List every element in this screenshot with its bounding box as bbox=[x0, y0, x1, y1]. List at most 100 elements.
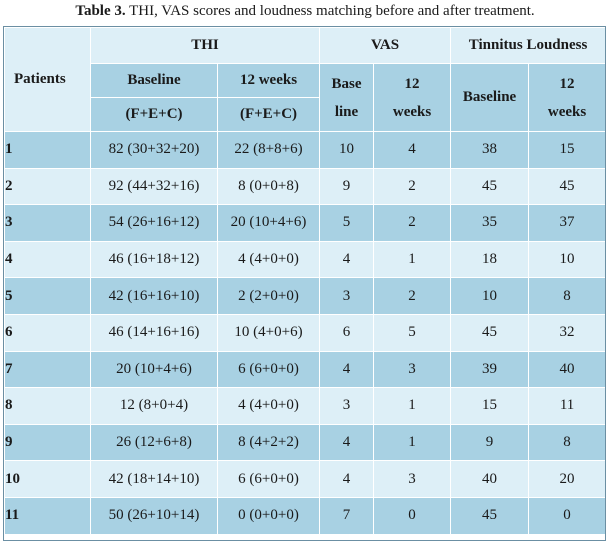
cell-vas-12weeks: 3 bbox=[373, 350, 452, 389]
results-table: Patients THI VAS Tinnitus Loudness Basel… bbox=[4, 27, 607, 535]
cell-thi-12weeks: 2 (2+0+0) bbox=[216, 277, 321, 315]
header-vas-12weeks-line1: 12 bbox=[404, 75, 420, 92]
cell-thi-baseline: 26 (12+6+8) bbox=[90, 423, 218, 462]
cell-vas-baseline: 10 bbox=[319, 131, 375, 169]
cell-loudness-12weeks: 8 bbox=[528, 277, 607, 315]
header-group-vas: VAS bbox=[319, 27, 452, 64]
cell-patient-id: 1 bbox=[4, 131, 91, 169]
cell-thi-12weeks: 8 (0+0+8) bbox=[216, 167, 321, 206]
cell-thi-baseline: 12 (8+0+4) bbox=[90, 387, 218, 425]
cell-thi-baseline: 42 (16+16+10) bbox=[90, 277, 218, 315]
header-loudness-12weeks-line2: weeks bbox=[547, 103, 587, 120]
cell-thi-12weeks: 20 (10+4+6) bbox=[216, 204, 321, 242]
cell-thi-12weeks: 4 (4+0+0) bbox=[216, 240, 321, 279]
table-caption-label: Table 3. bbox=[75, 3, 126, 19]
cell-thi-12weeks: 8 (4+2+2) bbox=[216, 423, 321, 462]
cell-vas-baseline: 6 bbox=[319, 313, 375, 352]
cell-vas-12weeks: 5 bbox=[373, 313, 452, 352]
cell-thi-baseline: 42 (18+14+10) bbox=[90, 460, 218, 498]
cell-vas-12weeks: 2 bbox=[373, 167, 452, 206]
cell-thi-12weeks: 22 (8+8+6) bbox=[216, 131, 321, 169]
cell-loudness-baseline: 9 bbox=[450, 423, 530, 462]
cell-vas-baseline: 4 bbox=[319, 350, 375, 389]
cell-vas-baseline: 5 bbox=[319, 204, 375, 242]
cell-vas-baseline: 3 bbox=[319, 277, 375, 315]
cell-loudness-baseline: 45 bbox=[450, 496, 530, 535]
header-vas-12weeks-line2: weeks bbox=[392, 103, 432, 120]
cell-thi-baseline: 82 (30+32+20) bbox=[90, 131, 218, 169]
cell-loudness-baseline: 45 bbox=[450, 313, 530, 352]
cell-loudness-baseline: 40 bbox=[450, 460, 530, 498]
cell-patient-id: 9 bbox=[4, 423, 91, 462]
header-vas-12weeks: 12 weeks bbox=[373, 63, 452, 132]
cell-thi-baseline: 20 (10+4+6) bbox=[90, 350, 218, 389]
header-thi-baseline: Baseline bbox=[90, 63, 218, 98]
table-row: 7 20 (10+4+6) 6 (6+0+0) 4 3 39 40 bbox=[4, 350, 607, 389]
table-row: 6 46 (14+16+16) 10 (4+0+6) 6 5 45 32 bbox=[4, 313, 607, 352]
cell-patient-id: 3 bbox=[4, 204, 91, 242]
cell-vas-baseline: 4 bbox=[319, 460, 375, 498]
cell-patient-id: 5 bbox=[4, 277, 91, 315]
table-row: 8 12 (8+0+4) 4 (4+0+0) 3 1 15 11 bbox=[4, 387, 607, 425]
cell-patient-id: 10 bbox=[4, 460, 91, 498]
table-row: 5 42 (16+16+10) 2 (2+0+0) 3 2 10 8 bbox=[4, 277, 607, 315]
cell-thi-12weeks: 6 (6+0+0) bbox=[216, 350, 321, 389]
table-row: 1 82 (30+32+20) 22 (8+8+6) 10 4 38 15 bbox=[4, 131, 607, 169]
header-patients: Patients bbox=[4, 27, 91, 132]
cell-thi-baseline: 46 (14+16+16) bbox=[90, 313, 218, 352]
cell-loudness-baseline: 39 bbox=[450, 350, 530, 389]
cell-patient-id: 2 bbox=[4, 167, 91, 206]
table-row: 2 92 (44+32+16) 8 (0+0+8) 9 2 45 45 bbox=[4, 167, 607, 206]
cell-vas-12weeks: 4 bbox=[373, 131, 452, 169]
cell-loudness-12weeks: 0 bbox=[528, 496, 607, 535]
cell-loudness-baseline: 38 bbox=[450, 131, 530, 169]
cell-thi-baseline: 50 (26+10+14) bbox=[90, 496, 218, 535]
header-group-loudness: Tinnitus Loudness bbox=[450, 27, 607, 64]
cell-loudness-baseline: 35 bbox=[450, 204, 530, 242]
cell-loudness-12weeks: 45 bbox=[528, 167, 607, 206]
cell-vas-12weeks: 1 bbox=[373, 240, 452, 279]
cell-vas-12weeks: 1 bbox=[373, 387, 452, 425]
cell-vas-baseline: 4 bbox=[319, 423, 375, 462]
header-thi-12weeks: 12 weeks bbox=[216, 63, 321, 98]
table-caption: Table 3. THI, VAS scores and loudness ma… bbox=[0, 0, 610, 24]
table-row: 10 42 (18+14+10) 6 (6+0+0) 4 3 40 20 bbox=[4, 460, 607, 498]
cell-vas-12weeks: 2 bbox=[373, 204, 452, 242]
table-body: 1 82 (30+32+20) 22 (8+8+6) 10 4 38 15 2 92 (44+3… bbox=[4, 131, 607, 535]
cell-loudness-baseline: 18 bbox=[450, 240, 530, 279]
cell-loudness-baseline: 15 bbox=[450, 387, 530, 425]
cell-thi-12weeks: 4 (4+0+0) bbox=[216, 387, 321, 425]
cell-loudness-12weeks: 10 bbox=[528, 240, 607, 279]
cell-patient-id: 11 bbox=[4, 496, 91, 535]
cell-thi-12weeks: 10 (4+0+6) bbox=[216, 313, 321, 352]
cell-patient-id: 7 bbox=[4, 350, 91, 389]
cell-vas-12weeks: 1 bbox=[373, 423, 452, 462]
cell-vas-12weeks: 3 bbox=[373, 460, 452, 498]
cell-patient-id: 6 bbox=[4, 313, 91, 352]
cell-loudness-12weeks: 11 bbox=[528, 387, 607, 425]
header-vas-baseline-line2: line bbox=[334, 103, 359, 120]
cell-patient-id: 8 bbox=[4, 387, 91, 425]
cell-vas-12weeks: 0 bbox=[373, 496, 452, 535]
cell-patient-id: 4 bbox=[4, 240, 91, 279]
cell-thi-12weeks: 6 (6+0+0) bbox=[216, 460, 321, 498]
table-row: 11 50 (26+10+14) 0 (0+0+0) 7 0 45 0 bbox=[4, 496, 607, 535]
cell-loudness-baseline: 10 bbox=[450, 277, 530, 315]
cell-loudness-12weeks: 8 bbox=[528, 423, 607, 462]
header-thi-12weeks-formula: (F+E+C) bbox=[216, 97, 321, 132]
cell-loudness-baseline: 45 bbox=[450, 167, 530, 206]
header-loudness-12weeks: 12 weeks bbox=[528, 63, 607, 132]
cell-vas-baseline: 7 bbox=[319, 496, 375, 535]
header-loudness-12weeks-line1: 12 bbox=[559, 75, 575, 92]
cell-thi-baseline: 46 (16+18+12) bbox=[90, 240, 218, 279]
cell-thi-12weeks: 0 (0+0+0) bbox=[216, 496, 321, 535]
header-vas-baseline: Base line bbox=[319, 63, 375, 132]
table-row: 9 26 (12+6+8) 8 (4+2+2) 4 1 9 8 bbox=[4, 423, 607, 462]
table-caption-text: THI, VAS scores and loudness matching be… bbox=[125, 3, 535, 19]
cell-vas-baseline: 4 bbox=[319, 240, 375, 279]
cell-vas-baseline: 9 bbox=[319, 167, 375, 206]
header-thi-baseline-formula: (F+E+C) bbox=[90, 97, 218, 132]
header-loudness-baseline: Baseline bbox=[450, 63, 530, 132]
cell-loudness-12weeks: 37 bbox=[528, 204, 607, 242]
cell-loudness-12weeks: 15 bbox=[528, 131, 607, 169]
